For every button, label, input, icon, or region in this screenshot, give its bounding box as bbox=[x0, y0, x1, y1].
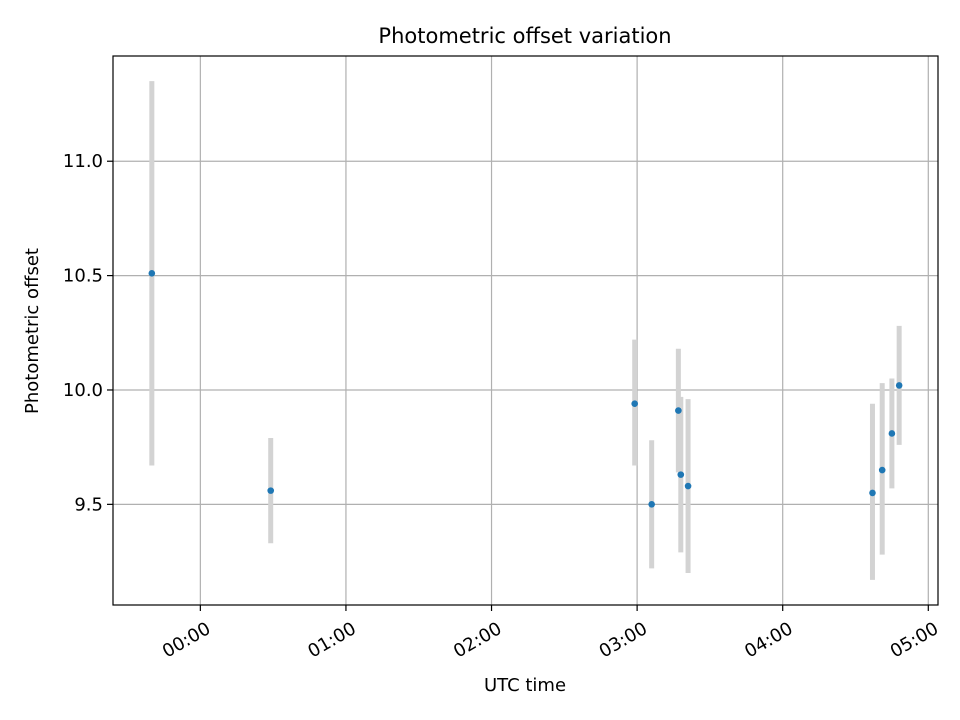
data-point bbox=[869, 489, 876, 497]
y-axis-ticks: 9.5 10.0 10.5 11.0 bbox=[63, 151, 113, 515]
data-point bbox=[267, 487, 275, 494]
data-point bbox=[895, 382, 903, 389]
y-axis-title: Photometric offset bbox=[22, 248, 43, 414]
chart-title: Photometric offset variation bbox=[378, 24, 671, 48]
error-bars bbox=[149, 81, 902, 580]
x-tick-label: 03:00 bbox=[596, 618, 651, 662]
x-tick-label: 04:00 bbox=[741, 618, 796, 662]
y-tick-label: 10.0 bbox=[63, 380, 103, 401]
plot-area-frame bbox=[112, 55, 939, 606]
x-axis-title: UTC time bbox=[484, 675, 566, 696]
data-point bbox=[148, 270, 156, 277]
x-tick-label: 01:00 bbox=[304, 618, 359, 662]
data-point bbox=[648, 501, 655, 508]
x-tick-label: 02:00 bbox=[450, 618, 505, 662]
data-points bbox=[148, 270, 903, 508]
y-tick-label: 9.5 bbox=[74, 494, 103, 515]
data-point bbox=[677, 471, 685, 478]
data-point bbox=[675, 407, 682, 414]
x-tick-label: 05:00 bbox=[887, 618, 942, 662]
y-tick-label: 11.0 bbox=[63, 151, 103, 172]
data-point bbox=[878, 466, 886, 474]
data-point bbox=[888, 430, 896, 437]
x-tick-label: 00:00 bbox=[159, 618, 214, 662]
data-point bbox=[631, 400, 638, 408]
data-point bbox=[684, 482, 692, 490]
grid bbox=[113, 56, 938, 605]
y-tick-label: 10.5 bbox=[63, 266, 103, 287]
x-axis-ticks: 00:00 01:00 02:00 03:00 04:00 05:00 bbox=[159, 605, 942, 662]
